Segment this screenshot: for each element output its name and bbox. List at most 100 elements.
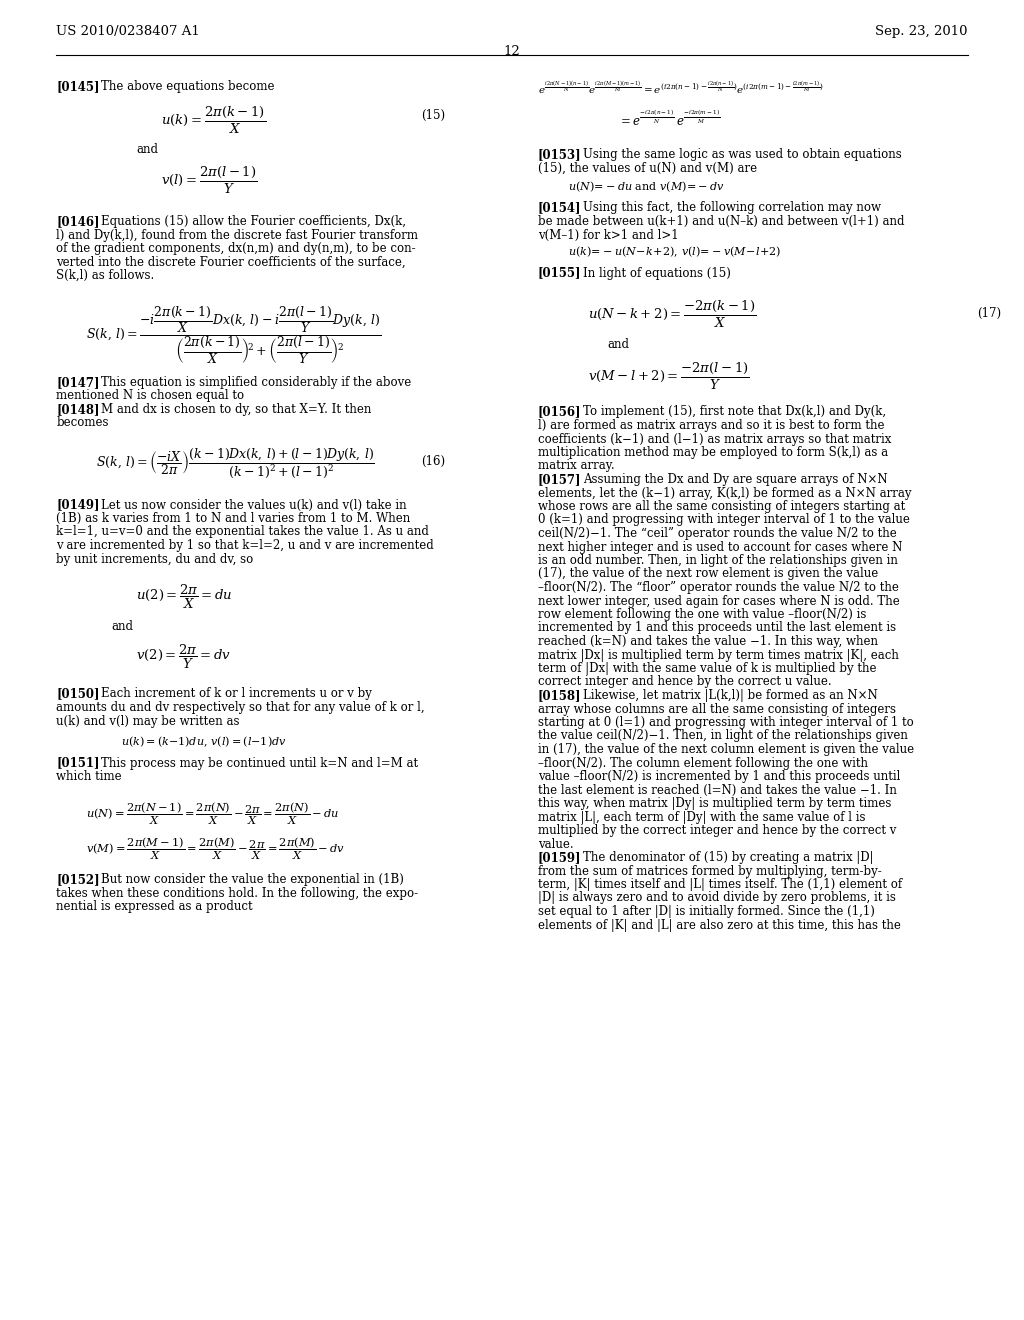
Text: next lower integer, used again for cases where N is odd. The: next lower integer, used again for cases… xyxy=(538,594,899,607)
Text: from the sum of matrices formed by multiplying, term-by-: from the sum of matrices formed by multi… xyxy=(538,865,882,878)
Text: S(k,l) as follows.: S(k,l) as follows. xyxy=(56,269,155,282)
Text: [0156]: [0156] xyxy=(538,405,581,418)
Text: (15): (15) xyxy=(421,110,445,121)
Text: (17): (17) xyxy=(978,306,1001,319)
Text: $v(l) = \dfrac{2\pi(l-1)}{Y}$: $v(l) = \dfrac{2\pi(l-1)}{Y}$ xyxy=(162,165,258,197)
Text: this way, when matrix |Dy| is multiplied term by term times: this way, when matrix |Dy| is multiplied… xyxy=(538,797,891,810)
Text: takes when these conditions hold. In the following, the expo-: takes when these conditions hold. In the… xyxy=(56,887,419,899)
Text: the value ceil(N/2)−1. Then, in light of the relationships given: the value ceil(N/2)−1. Then, in light of… xyxy=(538,730,907,742)
Text: [0159]: [0159] xyxy=(538,851,581,865)
Text: u(k) and v(l) may be written as: u(k) and v(l) may be written as xyxy=(56,714,240,727)
Text: value.: value. xyxy=(538,837,573,850)
Text: multiplied by the correct integer and hence by the correct v: multiplied by the correct integer and he… xyxy=(538,824,896,837)
Text: and: and xyxy=(136,143,159,156)
Text: 12: 12 xyxy=(504,45,520,58)
Text: Likewise, let matrix |L(k,l)| be formed as an N×N: Likewise, let matrix |L(k,l)| be formed … xyxy=(583,689,878,702)
Text: $u(N) = \dfrac{2\pi(N-1)}{X} = \dfrac{2\pi(N)}{X} - \dfrac{2\pi}{X} = \dfrac{2\p: $u(N) = \dfrac{2\pi(N-1)}{X} = \dfrac{2\… xyxy=(86,800,340,826)
Text: (17), the value of the next row element is given the value: (17), the value of the next row element … xyxy=(538,568,878,581)
Text: $S(k,\,l) = \dfrac{-i\dfrac{2\pi(k-1)}{X}Dx(k,\,l)-i\dfrac{2\pi(l-1)}{Y}Dy(k,\,l: $S(k,\,l) = \dfrac{-i\dfrac{2\pi(k-1)}{X… xyxy=(86,304,382,366)
Text: [0148]: [0148] xyxy=(56,403,99,416)
Text: set equal to 1 after |D| is initially formed. Since the (1,1): set equal to 1 after |D| is initially fo… xyxy=(538,906,874,917)
Text: multiplication method may be employed to form S(k,l) as a: multiplication method may be employed to… xyxy=(538,446,888,459)
Text: elements, let the (k−1) array, K(k,l) be formed as a N×N array: elements, let the (k−1) array, K(k,l) be… xyxy=(538,487,911,499)
Text: But now consider the value the exponential in (1B): But now consider the value the exponenti… xyxy=(101,873,404,886)
Text: and: and xyxy=(607,338,630,351)
Text: This process may be continued until k=N and l=M at: This process may be continued until k=N … xyxy=(101,756,419,770)
Text: [0153]: [0153] xyxy=(538,148,582,161)
Text: $u(k)\!=\!-u(N\!-\!k\!+\!2),\,v(l)\!=\!-v(M\!-\!l\!+\!2)$: $u(k)\!=\!-u(N\!-\!k\!+\!2),\,v(l)\!=\!-… xyxy=(567,244,781,259)
Text: $v(M-l+2) = \dfrac{-2\pi(l-1)}{Y}$: $v(M-l+2) = \dfrac{-2\pi(l-1)}{Y}$ xyxy=(588,360,750,392)
Text: [0158]: [0158] xyxy=(538,689,581,702)
Text: elements of |K| and |L| are also zero at this time, this has the: elements of |K| and |L| are also zero at… xyxy=(538,919,900,932)
Text: matrix |Dx| is multiplied term by term times matrix |K|, each: matrix |Dx| is multiplied term by term t… xyxy=(538,648,898,661)
Text: Assuming the Dx and Dy are square arrays of N×N: Assuming the Dx and Dy are square arrays… xyxy=(583,473,887,486)
Text: which time: which time xyxy=(56,770,122,783)
Text: correct integer and hence by the correct u value.: correct integer and hence by the correct… xyxy=(538,676,831,689)
Text: nential is expressed as a product: nential is expressed as a product xyxy=(56,900,253,913)
Text: by unit increments, du and dv, so: by unit increments, du and dv, so xyxy=(56,553,254,565)
Text: [0147]: [0147] xyxy=(56,376,99,389)
Text: [0155]: [0155] xyxy=(538,267,581,280)
Text: reached (k=N) and takes the value −1. In this way, when: reached (k=N) and takes the value −1. In… xyxy=(538,635,878,648)
Text: array whose columns are all the same consisting of integers: array whose columns are all the same con… xyxy=(538,702,896,715)
Text: (15), the values of u(N) and v(M) are: (15), the values of u(N) and v(M) are xyxy=(538,161,757,174)
Text: Sep. 23, 2010: Sep. 23, 2010 xyxy=(876,25,968,38)
Text: US 2010/0238407 A1: US 2010/0238407 A1 xyxy=(56,25,200,38)
Text: 0 (k=1) and progressing with integer interval of 1 to the value: 0 (k=1) and progressing with integer int… xyxy=(538,513,909,527)
Text: verted into the discrete Fourier coefficients of the surface,: verted into the discrete Fourier coeffic… xyxy=(56,256,406,268)
Text: (16): (16) xyxy=(421,454,445,467)
Text: whose rows are all the same consisting of integers starting at: whose rows are all the same consisting o… xyxy=(538,500,905,513)
Text: of the gradient components, dx(n,m) and dy(n,m), to be con-: of the gradient components, dx(n,m) and … xyxy=(56,242,416,255)
Text: $u(2) = \dfrac{2\pi}{X} = du$: $u(2) = \dfrac{2\pi}{X} = du$ xyxy=(136,582,232,611)
Text: coefficients (k−1) and (l−1) as matrix arrays so that matrix: coefficients (k−1) and (l−1) as matrix a… xyxy=(538,433,891,446)
Text: –floor(N/2). The “floor” operator rounds the value N/2 to the: –floor(N/2). The “floor” operator rounds… xyxy=(538,581,898,594)
Text: The above equations become: The above equations become xyxy=(101,81,274,92)
Text: Equations (15) allow the Fourier coefficients, Dx(k,: Equations (15) allow the Fourier coeffic… xyxy=(101,215,407,228)
Text: [0150]: [0150] xyxy=(56,688,99,701)
Text: $v(2) = \dfrac{2\pi}{Y} = dv$: $v(2) = \dfrac{2\pi}{Y} = dv$ xyxy=(136,643,231,671)
Text: [0145]: [0145] xyxy=(56,81,99,92)
Text: [0157]: [0157] xyxy=(538,473,581,486)
Text: [0146]: [0146] xyxy=(56,215,99,228)
Text: This equation is simplified considerably if the above: This equation is simplified considerably… xyxy=(101,376,412,389)
Text: amounts du and dv respectively so that for any value of k or l,: amounts du and dv respectively so that f… xyxy=(56,701,425,714)
Text: next higher integer and is used to account for cases where N: next higher integer and is used to accou… xyxy=(538,540,902,553)
Text: |D| is always zero and to avoid divide by zero problems, it is: |D| is always zero and to avoid divide b… xyxy=(538,891,895,904)
Text: The denominator of (15) by creating a matrix |D|: The denominator of (15) by creating a ma… xyxy=(583,851,873,865)
Text: $S(k,\,l) = \left(\dfrac{-iX}{2\pi}\right)\dfrac{(k-1)Dx(k,\,l)+(l-1)Dy(k,\,l)}{: $S(k,\,l) = \left(\dfrac{-iX}{2\pi}\righ… xyxy=(96,446,375,480)
Text: M and dx is chosen to dy, so that X=Y. It then: M and dx is chosen to dy, so that X=Y. I… xyxy=(101,403,372,416)
Text: term of |Dx| with the same value of k is multiplied by the: term of |Dx| with the same value of k is… xyxy=(538,663,877,675)
Text: $u(N-k+2) = \dfrac{-2\pi(k-1)}{X}$: $u(N-k+2) = \dfrac{-2\pi(k-1)}{X}$ xyxy=(588,298,756,330)
Text: $= e^{\frac{-i2\pi(n-1)}{N}}\,e^{\frac{-i2\pi(m-1)}{M}}$: $= e^{\frac{-i2\pi(n-1)}{N}}\,e^{\frac{-… xyxy=(617,110,720,129)
Text: $e^{\frac{i2\pi(N-1)(n-1)}{N}}e^{\frac{i2\pi(M-1)(m-1)}{M}} = e^{(i2\pi(n-1)-\fr: $e^{\frac{i2\pi(N-1)(n-1)}{N}}e^{\frac{i… xyxy=(538,81,823,96)
Text: k=l=1, u=v=0 and the exponential takes the value 1. As u and: k=l=1, u=v=0 and the exponential takes t… xyxy=(56,525,429,539)
Text: [0151]: [0151] xyxy=(56,756,99,770)
Text: $u(N)\!=\!-du\text{ and }v(M)\!=\!-dv$: $u(N)\!=\!-du\text{ and }v(M)\!=\!-dv$ xyxy=(567,180,724,194)
Text: is an odd number. Then, in light of the relationships given in: is an odd number. Then, in light of the … xyxy=(538,554,897,568)
Text: incremented by 1 and this proceeds until the last element is: incremented by 1 and this proceeds until… xyxy=(538,622,896,635)
Text: in (17), the value of the next column element is given the value: in (17), the value of the next column el… xyxy=(538,743,913,756)
Text: mentioned N is chosen equal to: mentioned N is chosen equal to xyxy=(56,389,245,403)
Text: $v(M) = \dfrac{2\pi(M-1)}{X} = \dfrac{2\pi(M)}{X} - \dfrac{2\pi}{X} = \dfrac{2\p: $v(M) = \dfrac{2\pi(M-1)}{X} = \dfrac{2\… xyxy=(86,836,345,862)
Text: term, |K| times itself and |L| times itself. The (1,1) element of: term, |K| times itself and |L| times its… xyxy=(538,878,902,891)
Text: l) and Dy(k,l), found from the discrete fast Fourier transform: l) and Dy(k,l), found from the discrete … xyxy=(56,228,419,242)
Text: [0149]: [0149] xyxy=(56,499,99,511)
Text: value –floor(N/2) is incremented by 1 and this proceeds until: value –floor(N/2) is incremented by 1 an… xyxy=(538,770,900,783)
Text: Using this fact, the following correlation may now: Using this fact, the following correlati… xyxy=(583,202,881,214)
Text: Let us now consider the values u(k) and v(l) take in: Let us now consider the values u(k) and … xyxy=(101,499,407,511)
Text: –floor(N/2). The column element following the one with: –floor(N/2). The column element followin… xyxy=(538,756,867,770)
Text: starting at 0 (l=1) and progressing with integer interval of 1 to: starting at 0 (l=1) and progressing with… xyxy=(538,715,913,729)
Text: [0154]: [0154] xyxy=(538,202,581,214)
Text: v(M–1) for k>1 and l>1: v(M–1) for k>1 and l>1 xyxy=(538,228,678,242)
Text: l) are formed as matrix arrays and so it is best to form the: l) are formed as matrix arrays and so it… xyxy=(538,418,884,432)
Text: and: and xyxy=(112,620,133,634)
Text: becomes: becomes xyxy=(56,417,109,429)
Text: [0152]: [0152] xyxy=(56,873,100,886)
Text: be made between u(k+1) and u(N–k) and between v(l+1) and: be made between u(k+1) and u(N–k) and be… xyxy=(538,215,904,228)
Text: In light of equations (15): In light of equations (15) xyxy=(583,267,730,280)
Text: matrix array.: matrix array. xyxy=(538,459,614,473)
Text: the last element is reached (l=N) and takes the value −1. In: the last element is reached (l=N) and ta… xyxy=(538,784,896,796)
Text: $u(k){=}(k{-}1)du,\,v(l){=}(l{-}1)dv$: $u(k){=}(k{-}1)du,\,v(l){=}(l{-}1)dv$ xyxy=(121,734,287,748)
Text: Using the same logic as was used to obtain equations: Using the same logic as was used to obta… xyxy=(583,148,901,161)
Text: ceil(N/2)−1. The “ceil” operator rounds the value N/2 to the: ceil(N/2)−1. The “ceil” operator rounds … xyxy=(538,527,896,540)
